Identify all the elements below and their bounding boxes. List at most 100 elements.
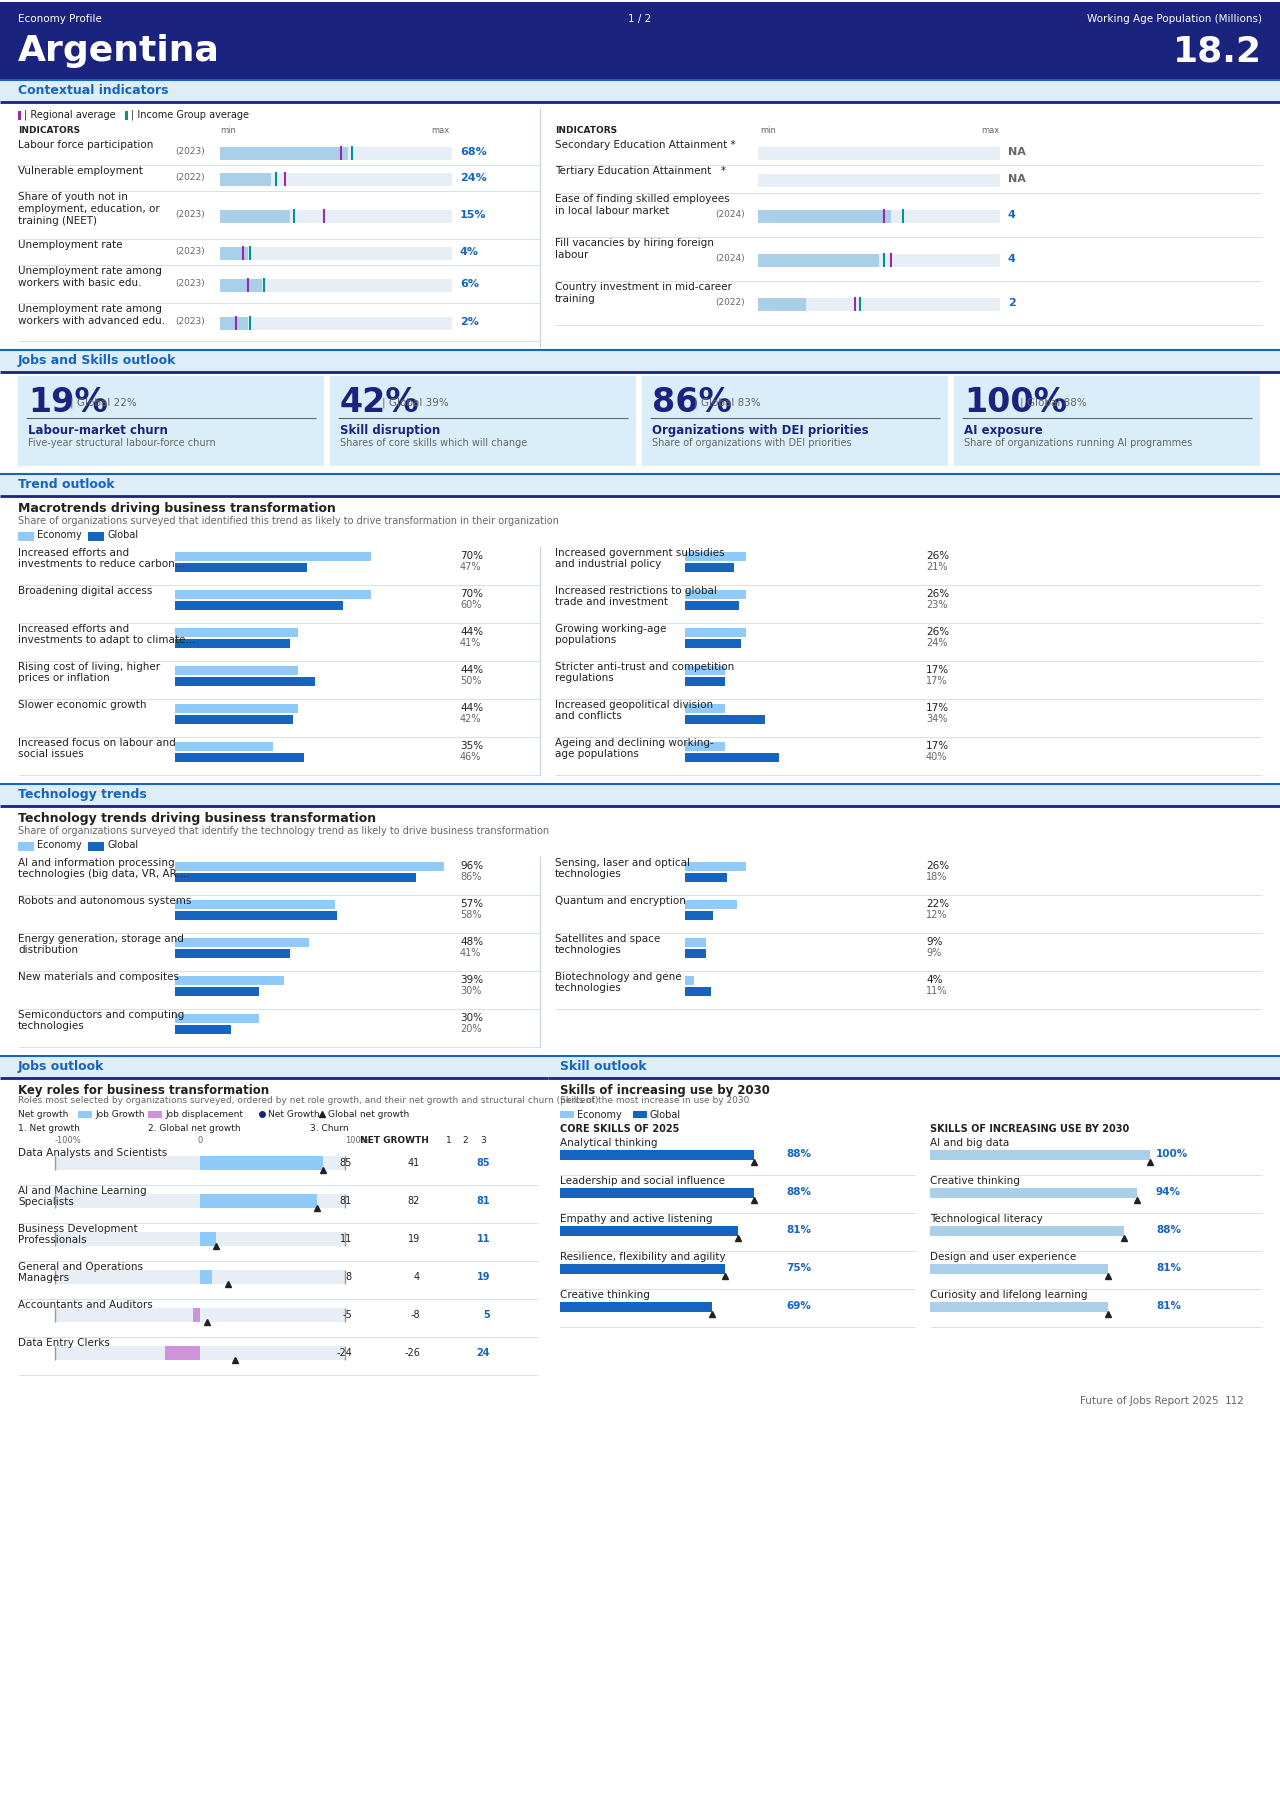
Text: 17%: 17% [925,704,950,713]
Text: Share of organizations running AI programmes: Share of organizations running AI progra… [964,438,1192,449]
Bar [88,841,104,850]
Text: Technological literacy: Technological literacy [931,1214,1043,1225]
Text: Curiosity and lifelong learning: Curiosity and lifelong learning [931,1290,1088,1301]
Text: 42%: 42% [340,385,420,420]
Bar [758,210,891,223]
Text: Share of organizations surveyed that identified this trend as likely to drive tr: Share of organizations surveyed that ide… [18,516,559,526]
Text: 17%: 17% [925,742,950,751]
Text: AI exposure: AI exposure [964,423,1043,438]
Text: Shares of core skills which will change: Shares of core skills which will change [340,438,527,449]
Text: 2%: 2% [460,317,479,327]
Text: -5: -5 [342,1310,352,1321]
Bar [220,147,452,159]
Bar [175,715,293,724]
Text: 86%: 86% [652,385,732,420]
Text: technologies (big data, VR, AR....: technologies (big data, VR, AR.... [18,868,189,879]
Text: | Global 39%: | Global 39% [381,398,449,409]
Bar [685,988,710,997]
Text: 17%: 17% [925,677,947,686]
Bar [175,901,334,908]
Text: 2: 2 [462,1136,467,1145]
Bar [175,912,338,921]
Text: Roles most selected by organizations surveyed, ordered by net role growth, and t: Roles most selected by organizations sur… [18,1096,599,1105]
Text: 24%: 24% [460,174,486,183]
Bar [175,742,273,751]
Bar [175,874,416,883]
Text: trade and investment: trade and investment [556,597,668,608]
Bar [220,317,248,329]
Text: 18.2: 18.2 [1172,34,1262,69]
Text: Job Growth: Job Growth [95,1111,145,1120]
Text: 26%: 26% [925,628,950,637]
Text: 9%: 9% [925,948,941,959]
Text: (2024): (2024) [716,210,745,219]
Text: Economy Profile: Economy Profile [18,14,102,24]
Bar [561,1189,754,1198]
Text: min: min [220,127,236,136]
Text: Managers: Managers [18,1274,69,1283]
Text: 94%: 94% [1156,1187,1181,1198]
Text: Unemployment rate among: Unemployment rate among [18,304,161,315]
Text: | Global 22%: | Global 22% [70,398,137,409]
Text: Secondary Education Attainment *: Secondary Education Attainment * [556,139,736,150]
Bar [758,174,1000,186]
Text: INDICATORS: INDICATORS [556,127,617,136]
Bar [175,939,310,946]
Bar [220,248,452,260]
Text: Semiconductors and computing: Semiconductors and computing [18,1009,184,1020]
Bar [220,210,289,223]
Bar [55,1156,346,1170]
Text: Robots and autonomous systems: Robots and autonomous systems [18,895,192,906]
Bar [0,349,1280,373]
Text: 19: 19 [476,1272,490,1283]
Bar [175,628,298,637]
Bar [175,950,289,959]
Bar [220,174,271,186]
Bar [685,715,765,724]
Text: Ageing and declining working-: Ageing and declining working- [556,738,714,747]
Bar [175,863,444,870]
Text: Creative thinking: Creative thinking [561,1290,650,1301]
Text: | Global 88%: | Global 88% [1020,398,1087,409]
Text: Stricter anti-trust and competition: Stricter anti-trust and competition [556,662,735,671]
Text: 26%: 26% [925,590,950,599]
Text: Ease of finding skilled employees: Ease of finding skilled employees [556,194,730,204]
Text: Five-year structural labour-force churn: Five-year structural labour-force churn [28,438,216,449]
Text: Jobs and Skills outlook: Jobs and Skills outlook [18,355,177,367]
Text: Skill disruption: Skill disruption [340,423,440,438]
Bar [220,317,452,329]
Text: Increased focus on labour and: Increased focus on labour and [18,738,175,747]
Bar [758,253,1000,268]
Bar [561,1227,739,1236]
Text: AI and information processing: AI and information processing [18,857,174,868]
Text: training (NEET): training (NEET) [18,215,97,226]
Text: 21%: 21% [925,563,947,572]
Bar [685,742,724,751]
Text: (2024): (2024) [716,253,745,262]
Text: Net Growth: Net Growth [268,1111,320,1120]
Text: 18%: 18% [925,872,947,883]
Bar [0,80,1280,101]
Text: 15%: 15% [460,210,486,221]
Text: 60%: 60% [460,601,481,610]
Bar [685,977,694,984]
Text: 8: 8 [346,1272,352,1283]
Text: max: max [431,127,451,136]
Text: 3. Churn: 3. Churn [310,1123,348,1132]
Text: distribution: distribution [18,944,78,955]
Bar [55,1308,346,1322]
Bar [954,376,1260,467]
Text: 3: 3 [480,1136,485,1145]
Bar [931,1227,1124,1236]
Bar [685,677,724,686]
Bar [561,1302,712,1312]
Text: Future of Jobs Report 2025: Future of Jobs Report 2025 [1080,1397,1219,1406]
Bar [175,601,343,610]
Bar [685,552,746,561]
Text: Key roles for business transformation: Key roles for business transformation [18,1084,269,1096]
Text: Empathy and active listening: Empathy and active listening [561,1214,713,1225]
Text: Increased geopolitical division: Increased geopolitical division [556,700,713,709]
Text: 6%: 6% [460,279,479,289]
Text: -8: -8 [411,1310,420,1321]
Text: -26: -26 [404,1348,420,1359]
